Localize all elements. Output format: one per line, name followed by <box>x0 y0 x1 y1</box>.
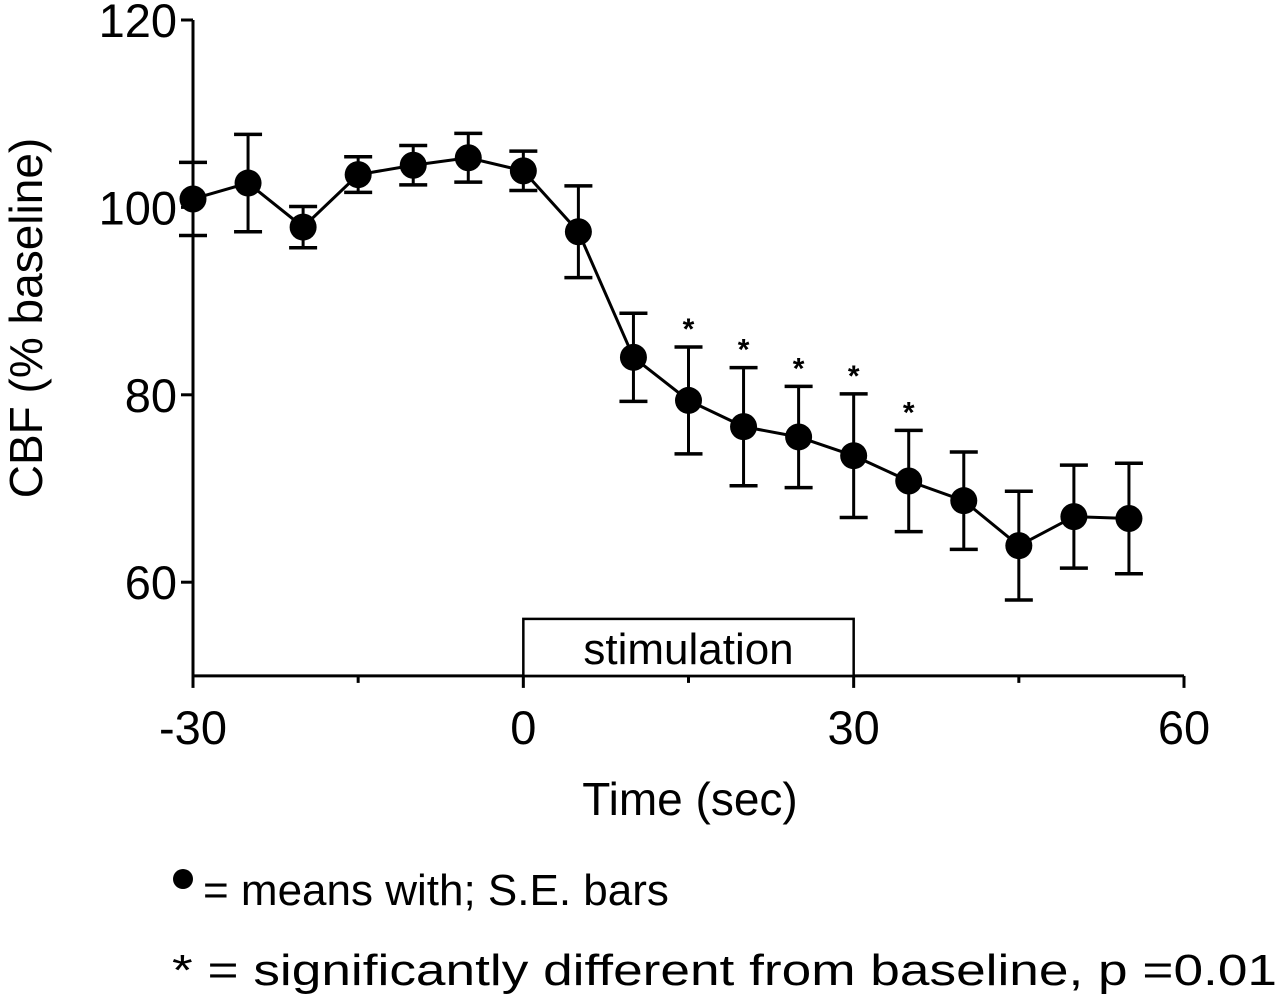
data-point <box>399 151 427 179</box>
x-tick-label: 60 <box>1158 701 1210 754</box>
significance-star: * <box>683 313 695 346</box>
significance-star: * <box>848 360 860 393</box>
data-point <box>1060 503 1088 531</box>
data-point <box>950 487 978 515</box>
y-tick-label: 80 <box>125 369 177 422</box>
data-point <box>344 161 372 189</box>
data-point <box>730 413 758 441</box>
legend-entry-significance: * = significantly different from baselin… <box>172 946 1277 995</box>
data-point <box>179 185 207 213</box>
data-point <box>1005 532 1033 560</box>
y-ticks: 60 80 100 120 <box>99 0 193 609</box>
data-point <box>840 442 868 470</box>
data-point <box>785 423 813 451</box>
series-line <box>192 156 1129 548</box>
data-point <box>509 157 537 185</box>
significance-stars: * * * * * <box>683 313 915 429</box>
stimulation-box <box>522 617 855 678</box>
significance-star: * <box>793 352 805 385</box>
legend: = means with; S.E. bars * = significantl… <box>172 866 1277 995</box>
y-tick-label: 60 <box>125 556 177 609</box>
legend-marker-circle-icon <box>173 869 193 889</box>
data-point <box>454 144 482 172</box>
significance-star: * <box>738 334 750 367</box>
data-point <box>564 218 592 246</box>
legend-entry-means: = means with; S.E. bars <box>203 866 669 915</box>
data-point <box>895 467 923 495</box>
x-tick-label: 0 <box>510 701 536 754</box>
y-axis-title: CBF (% baseline) <box>0 138 52 498</box>
data-point <box>289 213 317 241</box>
stimulation-label: stimulation <box>583 625 793 674</box>
x-axis-title: Time (sec) <box>582 773 798 825</box>
data-point <box>619 343 647 371</box>
stimulation-annotation: stimulation <box>522 617 855 678</box>
data-point <box>675 386 702 414</box>
significance-star: * <box>903 396 915 429</box>
x-ticks: -30 0 30 60 <box>159 675 1210 754</box>
y-tick-label: 100 <box>99 181 177 234</box>
y-tick-label: 120 <box>99 0 177 47</box>
data-point <box>234 169 262 197</box>
x-tick-label: -30 <box>159 701 227 754</box>
data-point <box>1115 504 1143 532</box>
data-markers <box>179 144 1143 560</box>
x-tick-label: 30 <box>828 701 880 754</box>
